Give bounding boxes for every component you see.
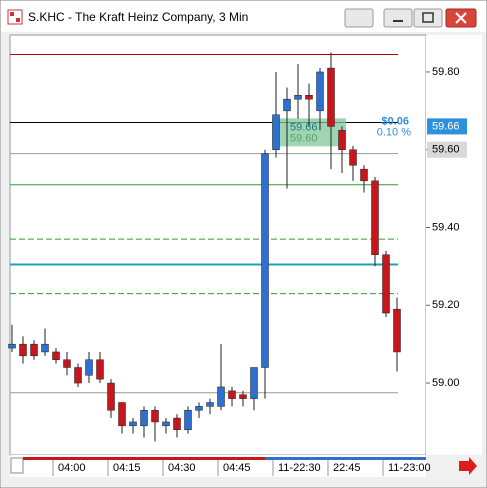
plot-area [9, 34, 427, 456]
candle-body [261, 153, 269, 368]
candle-body [327, 67, 335, 127]
candle-body [129, 421, 137, 427]
candle-body [239, 394, 247, 399]
candle-body [195, 406, 203, 411]
x-tick-label: 04:45 [223, 462, 251, 474]
scroll-handle[interactable] [10, 457, 24, 474]
order-label: 59.60 [290, 132, 318, 144]
candle-body [85, 359, 93, 376]
price-marker-label: 59.66 [432, 120, 460, 132]
scroll-right-arrow[interactable] [459, 457, 477, 475]
x-tick-label: 11-23:00 [388, 462, 431, 474]
candle-body [173, 417, 181, 430]
maximize-icon [422, 12, 434, 23]
candle-body [63, 359, 71, 368]
y-tick-label: 59.80 [432, 66, 460, 78]
candle-body [217, 386, 225, 407]
y-tick-label: 59.00 [432, 377, 460, 389]
candle-body [206, 402, 214, 407]
minimize-button[interactable] [383, 8, 413, 28]
candle-body [283, 98, 291, 112]
candle-body [393, 308, 401, 353]
candle-body [8, 343, 16, 349]
candle-body [52, 351, 60, 360]
y-tick-label: 59.20 [432, 299, 460, 311]
maximize-button[interactable] [413, 8, 443, 28]
order-change: $0.06 [381, 115, 409, 127]
candle-body [162, 421, 170, 427]
order-percent: 0.10 % [377, 126, 411, 138]
candle-body [349, 149, 357, 166]
candle-body [107, 382, 115, 411]
candle-body [140, 410, 148, 427]
app-icon-part [10, 12, 14, 16]
candle-body [316, 71, 324, 112]
candle-body [371, 180, 379, 255]
candle-body [294, 95, 302, 100]
candle-body [41, 343, 49, 353]
candle-body [250, 367, 258, 399]
candle-body [305, 95, 313, 100]
session-bar [265, 457, 426, 460]
x-tick-label: 04:15 [113, 462, 141, 474]
y-tick-label: 59.40 [432, 221, 460, 233]
price-axis [426, 35, 482, 455]
candle-body [360, 168, 368, 182]
candle-body [338, 130, 346, 150]
app-icon-part [16, 18, 20, 22]
close-icon [455, 12, 467, 24]
x-tick-label: 04:00 [58, 462, 86, 474]
link-button[interactable] [344, 8, 374, 28]
price-marker [427, 118, 467, 135]
candle-body [228, 390, 236, 399]
candle-body [118, 402, 126, 427]
x-tick-label: 04:30 [168, 462, 196, 474]
candle-body [272, 114, 280, 150]
window-title: S.KHC - The Kraft Heinz Company, 3 Min [28, 10, 248, 24]
order-label: 59.66 [290, 121, 318, 133]
candle-body [382, 254, 390, 314]
candle-body [74, 367, 82, 384]
x-tick-label: 22:45 [333, 462, 361, 474]
price-marker-label: 59.60 [432, 144, 460, 156]
x-tick-label: 11-22:30 [278, 462, 321, 474]
candle-body [151, 410, 159, 423]
price-marker [427, 141, 467, 158]
session-bar [23, 457, 265, 460]
candle-body [184, 410, 192, 430]
candle-body [19, 343, 27, 357]
candle-body [30, 343, 38, 357]
candle-body [96, 359, 104, 380]
